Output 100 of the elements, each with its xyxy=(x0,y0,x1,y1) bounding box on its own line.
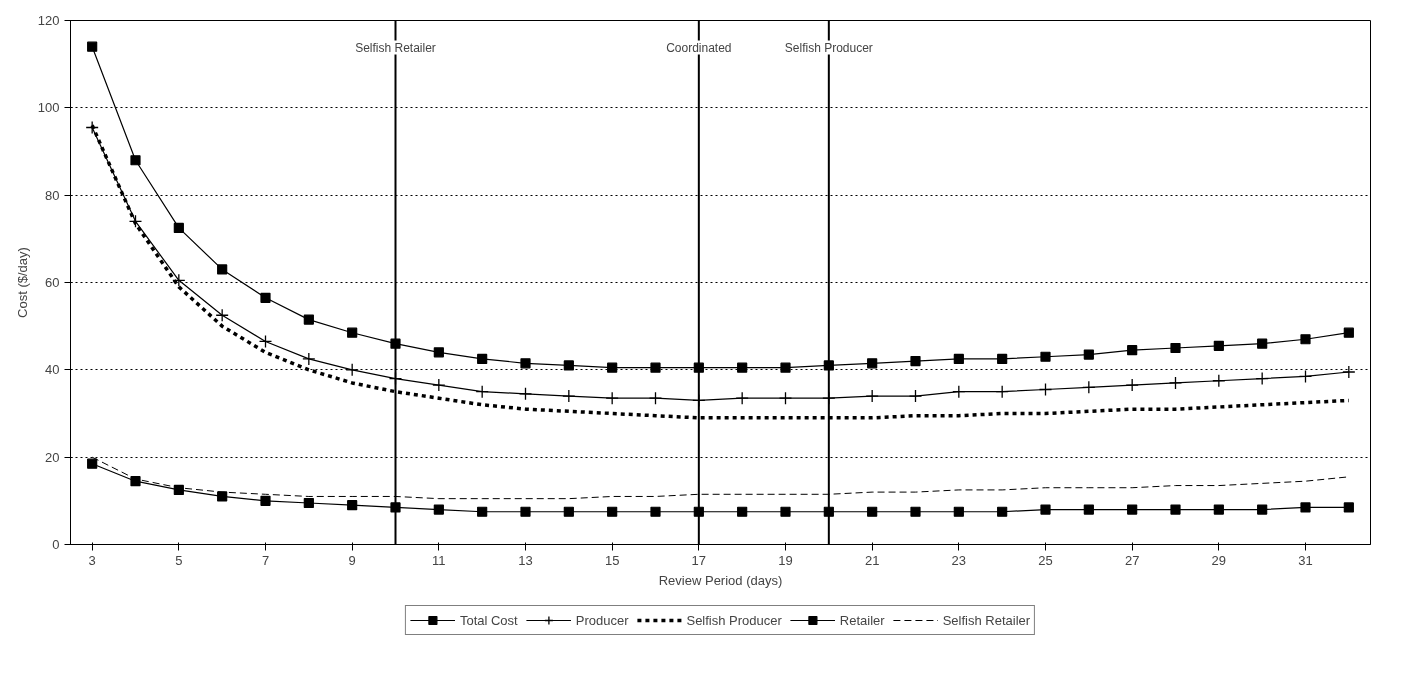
point xyxy=(85,120,99,135)
point xyxy=(130,155,141,166)
y-tick-label: 40 xyxy=(45,362,60,378)
point xyxy=(1257,504,1268,515)
ref-line-label: Selfish Producer xyxy=(784,40,873,55)
x-tick-label: 19 xyxy=(778,552,793,568)
point xyxy=(1213,504,1224,515)
point xyxy=(390,338,401,349)
point xyxy=(1300,334,1311,345)
point xyxy=(217,264,228,275)
point xyxy=(1038,382,1053,397)
point xyxy=(302,352,316,366)
point xyxy=(1342,365,1356,379)
point xyxy=(910,356,921,367)
x-tick-label: 31 xyxy=(1298,552,1313,568)
point xyxy=(477,353,488,365)
point xyxy=(867,506,878,517)
y-tick-label: 60 xyxy=(45,275,60,290)
point xyxy=(1082,380,1096,394)
legend-label: Producer xyxy=(575,612,629,628)
point xyxy=(735,391,749,405)
ref-line-label: Coordinated xyxy=(666,40,732,55)
y-tick-label: 100 xyxy=(37,100,60,116)
point xyxy=(303,497,314,509)
point xyxy=(780,362,791,373)
point xyxy=(1170,342,1181,354)
point xyxy=(953,353,964,365)
legend-label: Selfish Retailer xyxy=(942,612,1031,628)
point xyxy=(780,506,791,517)
point xyxy=(778,391,793,405)
point xyxy=(520,358,531,369)
point xyxy=(1040,351,1051,362)
point xyxy=(648,391,663,405)
point xyxy=(650,506,661,517)
point xyxy=(867,358,878,369)
point xyxy=(433,504,444,515)
legend-label: Selfish Producer xyxy=(686,612,782,628)
point xyxy=(1343,502,1354,513)
x-tick-label: 5 xyxy=(175,552,183,568)
point xyxy=(347,327,358,338)
point xyxy=(1083,349,1094,360)
point xyxy=(997,506,1008,517)
x-tick-label: 7 xyxy=(261,552,270,568)
point xyxy=(345,363,359,377)
point xyxy=(433,347,444,358)
y-tick-label: 80 xyxy=(45,187,60,203)
y-axis-title: Cost ($/day) xyxy=(14,247,30,318)
point xyxy=(128,214,143,229)
y-tick-label: 20 xyxy=(45,449,60,465)
x-tick-label: 15 xyxy=(604,552,620,568)
point xyxy=(303,314,314,325)
point xyxy=(562,389,576,403)
x-tick-label: 27 xyxy=(1124,552,1140,568)
point xyxy=(518,387,533,401)
point xyxy=(607,362,618,373)
point xyxy=(952,385,966,399)
point xyxy=(737,362,748,373)
point xyxy=(910,506,921,517)
point xyxy=(475,385,489,399)
point xyxy=(1040,504,1051,515)
point xyxy=(607,506,618,517)
point xyxy=(87,41,98,52)
point xyxy=(172,273,186,287)
y-tick-label: 120 xyxy=(37,13,60,28)
point xyxy=(563,506,574,517)
point xyxy=(563,360,574,371)
point xyxy=(997,353,1008,365)
ref-line-label: Selfish Retailer xyxy=(355,40,436,55)
point xyxy=(477,506,488,517)
point xyxy=(865,389,879,403)
point xyxy=(953,506,964,517)
point xyxy=(130,476,141,487)
point xyxy=(258,334,273,349)
point xyxy=(1343,327,1354,338)
x-tick-label: 13 xyxy=(518,552,533,568)
point xyxy=(390,502,401,513)
x-tick-label: 3 xyxy=(88,552,96,568)
y-tick-label: 0 xyxy=(52,537,60,552)
x-tick-label: 29 xyxy=(1211,552,1227,568)
legend-label: Retailer xyxy=(839,612,885,628)
x-tick-label: 9 xyxy=(348,552,356,568)
point xyxy=(347,500,358,511)
x-tick-label: 21 xyxy=(864,552,880,568)
point xyxy=(1083,504,1094,515)
point xyxy=(908,389,923,403)
point xyxy=(173,222,184,234)
point xyxy=(1255,371,1269,386)
point xyxy=(1127,345,1138,356)
point xyxy=(87,458,98,469)
point xyxy=(1298,369,1313,384)
legend-label: Total Cost xyxy=(459,612,518,628)
point xyxy=(1125,378,1139,392)
point xyxy=(260,495,271,506)
point xyxy=(1168,376,1183,390)
point xyxy=(520,506,531,517)
point xyxy=(650,362,661,373)
point xyxy=(1300,502,1311,513)
point xyxy=(260,292,271,303)
point xyxy=(1170,504,1181,515)
x-tick-label: 11 xyxy=(432,552,446,568)
